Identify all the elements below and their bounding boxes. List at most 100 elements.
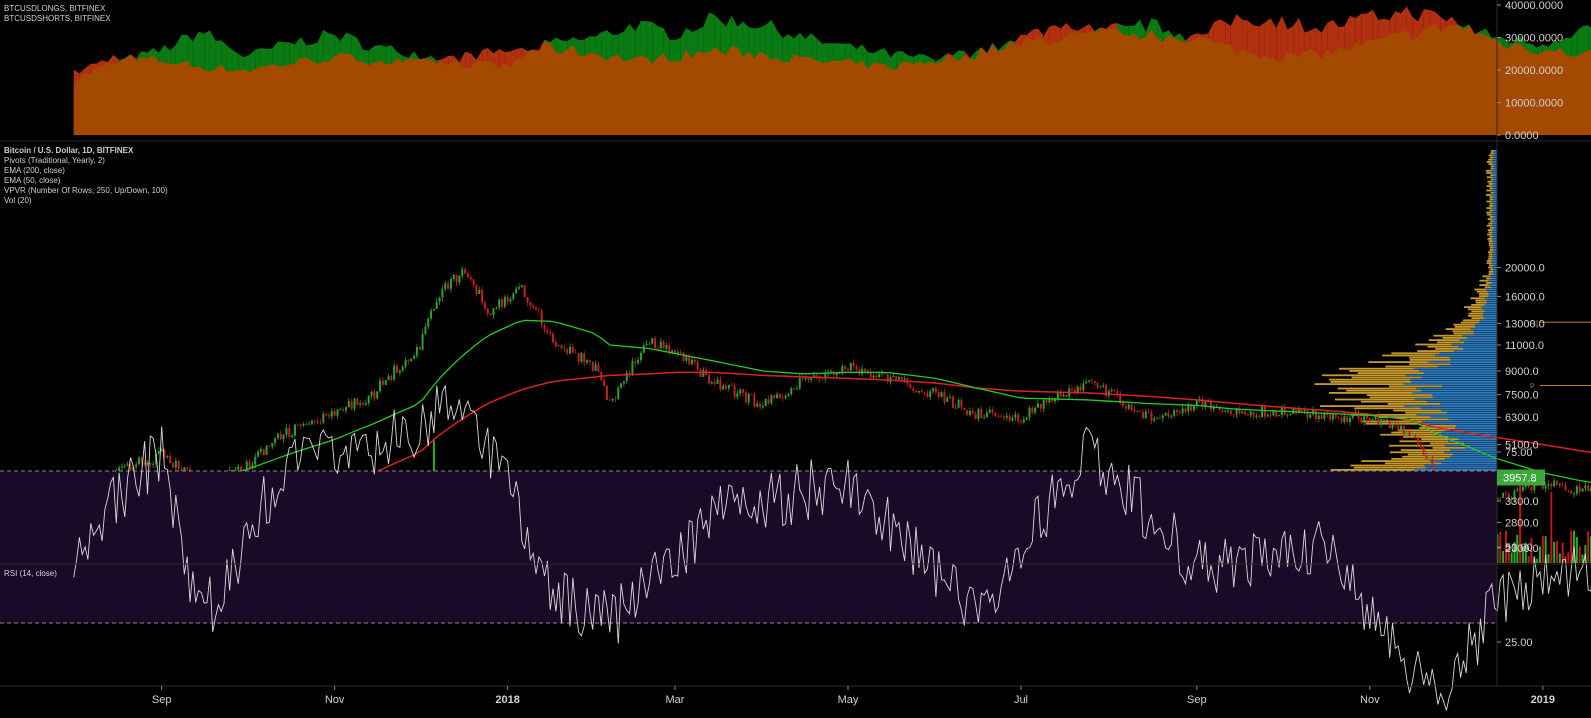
candle-body bbox=[1417, 437, 1420, 445]
vpvr-row-up bbox=[1486, 211, 1492, 214]
candle-body bbox=[1175, 410, 1178, 413]
vpvr-row-down bbox=[1441, 462, 1497, 465]
candle-body bbox=[1516, 488, 1519, 491]
candle-body bbox=[353, 398, 356, 409]
vpvr-row-down bbox=[1493, 244, 1497, 247]
candle-body bbox=[1139, 411, 1142, 412]
candle-body bbox=[271, 442, 274, 447]
candle-body bbox=[313, 420, 316, 422]
candle-body bbox=[1014, 414, 1017, 418]
vpvr-row-down bbox=[1444, 429, 1497, 432]
candle-body bbox=[1011, 417, 1014, 421]
area-overlap bbox=[73, 23, 1591, 135]
candle-body bbox=[1178, 412, 1181, 414]
vpvr-row-up bbox=[1490, 152, 1494, 154]
volume-bar bbox=[1502, 550, 1505, 563]
vpvr-row-down bbox=[1481, 306, 1497, 308]
vpvr-row-down bbox=[1453, 453, 1497, 456]
candle-body bbox=[347, 401, 350, 408]
candle-body bbox=[1113, 390, 1116, 392]
candle-body bbox=[447, 283, 450, 289]
rsi-pane bbox=[0, 385, 1591, 711]
candle-body bbox=[237, 466, 240, 470]
vpvr-row-down bbox=[1410, 378, 1497, 381]
candle-body bbox=[929, 391, 932, 398]
candle-body bbox=[753, 394, 756, 407]
candle-body bbox=[1374, 415, 1377, 420]
vpvr-row-down bbox=[1482, 315, 1497, 317]
candle-body bbox=[1425, 455, 1428, 460]
ema50-line bbox=[73, 319, 1591, 549]
candle-body bbox=[923, 392, 926, 394]
candle-body bbox=[1519, 488, 1522, 491]
top-axis-tick-label: 0.0000 bbox=[1505, 130, 1539, 142]
rsi-axis-tick-label: 75.00 bbox=[1505, 447, 1533, 459]
vpvr-row-up bbox=[1490, 165, 1494, 168]
candle-body bbox=[898, 377, 901, 380]
candle-body bbox=[611, 398, 614, 401]
candle-body bbox=[285, 427, 288, 435]
candle-body bbox=[390, 375, 393, 380]
vpvr-row-up bbox=[1485, 282, 1492, 284]
vpvr-row-down bbox=[1437, 365, 1497, 368]
vpvr-row-down bbox=[1425, 466, 1497, 469]
candle-body bbox=[917, 391, 920, 393]
candle-body bbox=[251, 464, 254, 469]
vpvr-row-up bbox=[1405, 411, 1448, 414]
candle-body bbox=[883, 373, 886, 375]
legend-vpvr: VPVR (Number Of Rows, 250, Up/Down, 100) bbox=[4, 186, 168, 195]
longs-shorts-pane bbox=[73, 6, 1591, 136]
vpvr-row-down bbox=[1436, 433, 1497, 436]
vpvr-row-down bbox=[1493, 216, 1497, 218]
vpvr-row-up bbox=[1368, 361, 1429, 363]
vpvr-row-up bbox=[1488, 231, 1493, 234]
legend-ema50: EMA (50, close) bbox=[4, 176, 61, 185]
vpvr-row-down bbox=[1491, 169, 1497, 172]
candle-body bbox=[1190, 404, 1193, 411]
candle-body bbox=[1002, 416, 1005, 418]
candle-body bbox=[727, 384, 730, 389]
vpvr-row-down bbox=[1491, 200, 1497, 203]
volume-bar bbox=[1524, 542, 1527, 563]
candle-body bbox=[396, 365, 399, 373]
candle-body bbox=[682, 352, 685, 361]
candle-body bbox=[291, 435, 294, 437]
candle-body bbox=[915, 390, 918, 393]
vpvr-row-up bbox=[1486, 224, 1492, 227]
candle-body bbox=[472, 279, 475, 286]
candle-body bbox=[759, 403, 762, 408]
candle-body bbox=[844, 366, 847, 370]
vpvr-row-up bbox=[1415, 343, 1452, 346]
candle-body bbox=[1533, 483, 1536, 491]
candle-body bbox=[622, 381, 625, 384]
price-axis-tick-label: 3300.0 bbox=[1505, 496, 1539, 508]
candle-body bbox=[1244, 411, 1247, 415]
candle-body bbox=[1266, 414, 1269, 417]
candle-body bbox=[1584, 485, 1587, 489]
vpvr-row-up bbox=[1433, 334, 1463, 337]
time-axis-tick-label: May bbox=[838, 694, 859, 706]
volume-bar bbox=[1510, 552, 1513, 563]
volume-bar bbox=[1587, 531, 1590, 563]
vpvr-row-down bbox=[1416, 414, 1497, 416]
candle-body bbox=[174, 460, 177, 468]
candle-body bbox=[815, 375, 818, 377]
vpvr-row-down bbox=[1492, 180, 1497, 183]
vpvr-row-up bbox=[1487, 229, 1493, 231]
candle-body bbox=[1567, 490, 1570, 492]
vpvr-row-down bbox=[1492, 271, 1497, 273]
candle-body bbox=[1019, 421, 1022, 423]
candle-body bbox=[1553, 480, 1556, 487]
candle-body bbox=[693, 359, 696, 362]
legend-rsi: RSI (14, close) bbox=[4, 569, 57, 578]
vpvr-row-down bbox=[1450, 363, 1497, 366]
vpvr-row-up bbox=[1487, 238, 1493, 240]
vpvr-row-down bbox=[1493, 174, 1497, 176]
candle-body bbox=[498, 299, 501, 308]
candle-body bbox=[526, 297, 529, 303]
candle-body bbox=[540, 310, 543, 325]
vpvr-row-up bbox=[1489, 268, 1494, 271]
vpvr-row-down bbox=[1486, 299, 1497, 302]
candle-body bbox=[1212, 406, 1215, 410]
candle-body bbox=[1056, 392, 1059, 399]
